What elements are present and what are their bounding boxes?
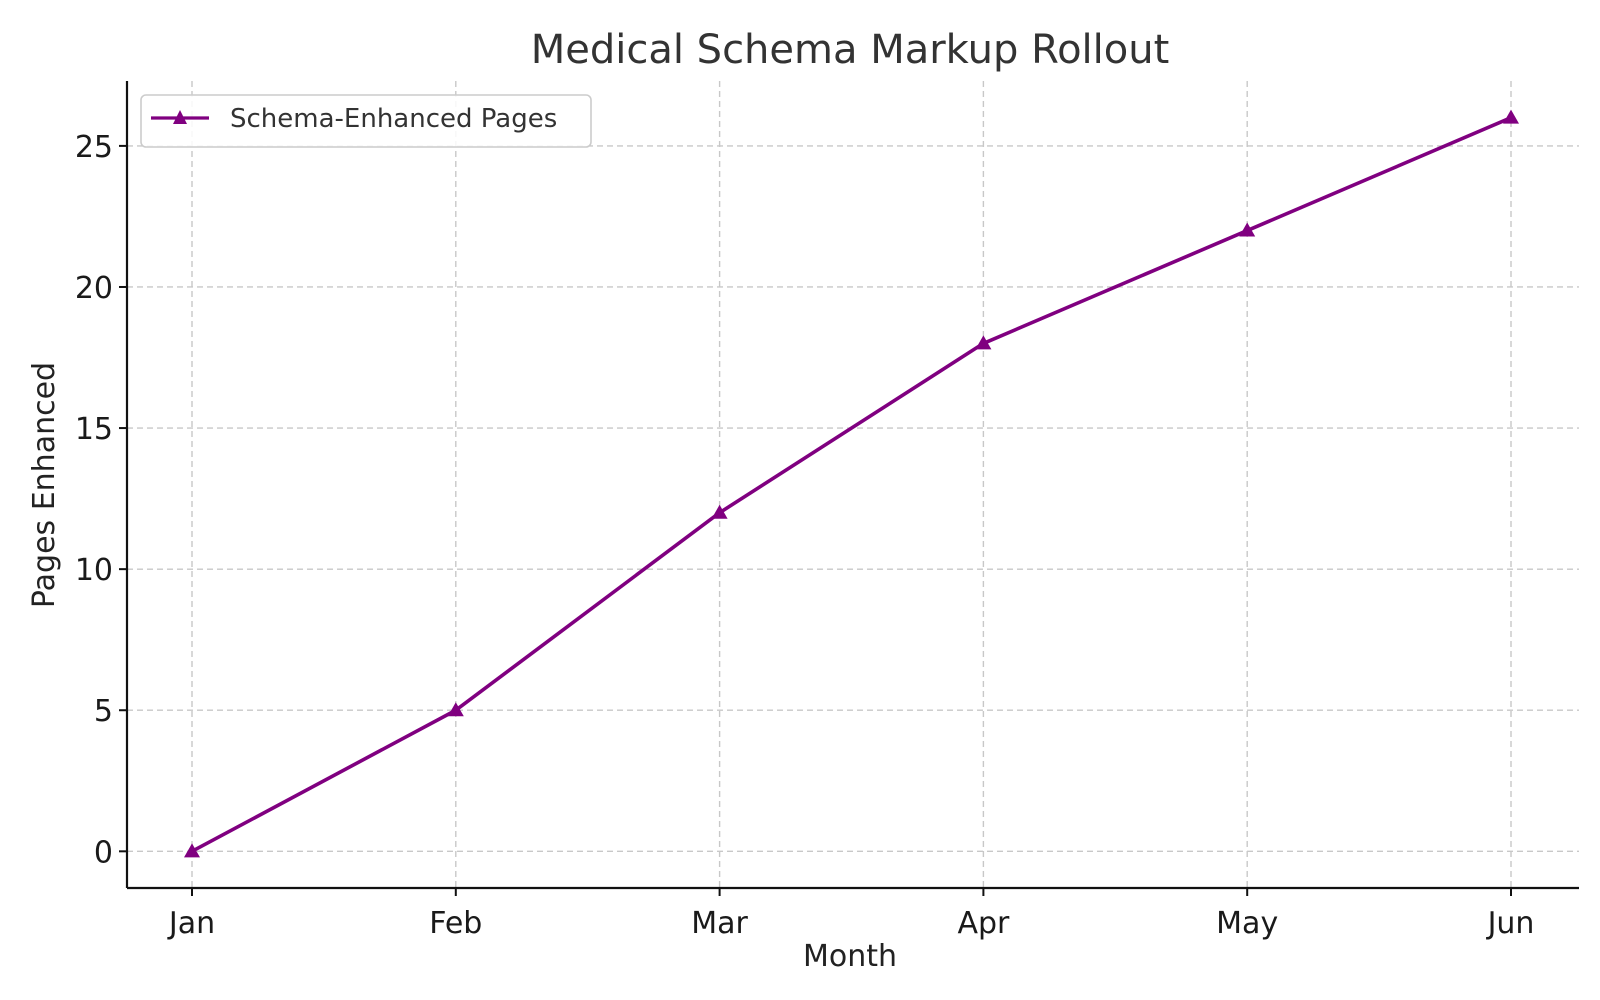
data-point-marker [711, 504, 728, 519]
data-point-marker [1503, 109, 1519, 124]
x-tick-label: Apr [957, 906, 1010, 941]
y-tick-label: 20 [75, 271, 113, 306]
data-point-marker [1239, 222, 1256, 237]
legend-label: Schema-Enhanced Pages [230, 104, 557, 134]
legend: Schema-Enhanced Pages [140, 94, 592, 148]
data-point-marker [447, 702, 464, 717]
data-point-marker [975, 335, 992, 350]
x-tick-label: Feb [429, 906, 482, 941]
series-layer [184, 109, 1519, 858]
x-tick-label: Jan [167, 906, 215, 941]
data-point-marker [184, 843, 200, 858]
chart-title: Medical Schema Markup Rollout [531, 27, 1170, 73]
x-axis-ticks: Jan Feb Mar Apr May Jun [167, 888, 1535, 941]
legend-triangle-marker-icon [173, 110, 187, 124]
y-tick-label: 25 [75, 130, 113, 165]
grid [127, 81, 1579, 888]
legend-box [140, 94, 592, 148]
y-tick-label: 5 [94, 694, 113, 729]
axes [125, 81, 1579, 890]
y-tick-label: 0 [94, 835, 113, 870]
y-tick-label: 15 [75, 412, 113, 447]
y-axis-ticks: 0 5 10 15 20 25 [75, 130, 127, 870]
y-tick-label: 10 [75, 553, 113, 588]
x-axis-label: Month [803, 939, 897, 974]
x-tick-label: Mar [691, 906, 748, 941]
x-tick-label: May [1216, 906, 1278, 941]
y-axis-label: Pages Enhanced [27, 362, 62, 608]
x-tick-label: Jun [1486, 906, 1535, 941]
series-line [190, 115, 1513, 854]
